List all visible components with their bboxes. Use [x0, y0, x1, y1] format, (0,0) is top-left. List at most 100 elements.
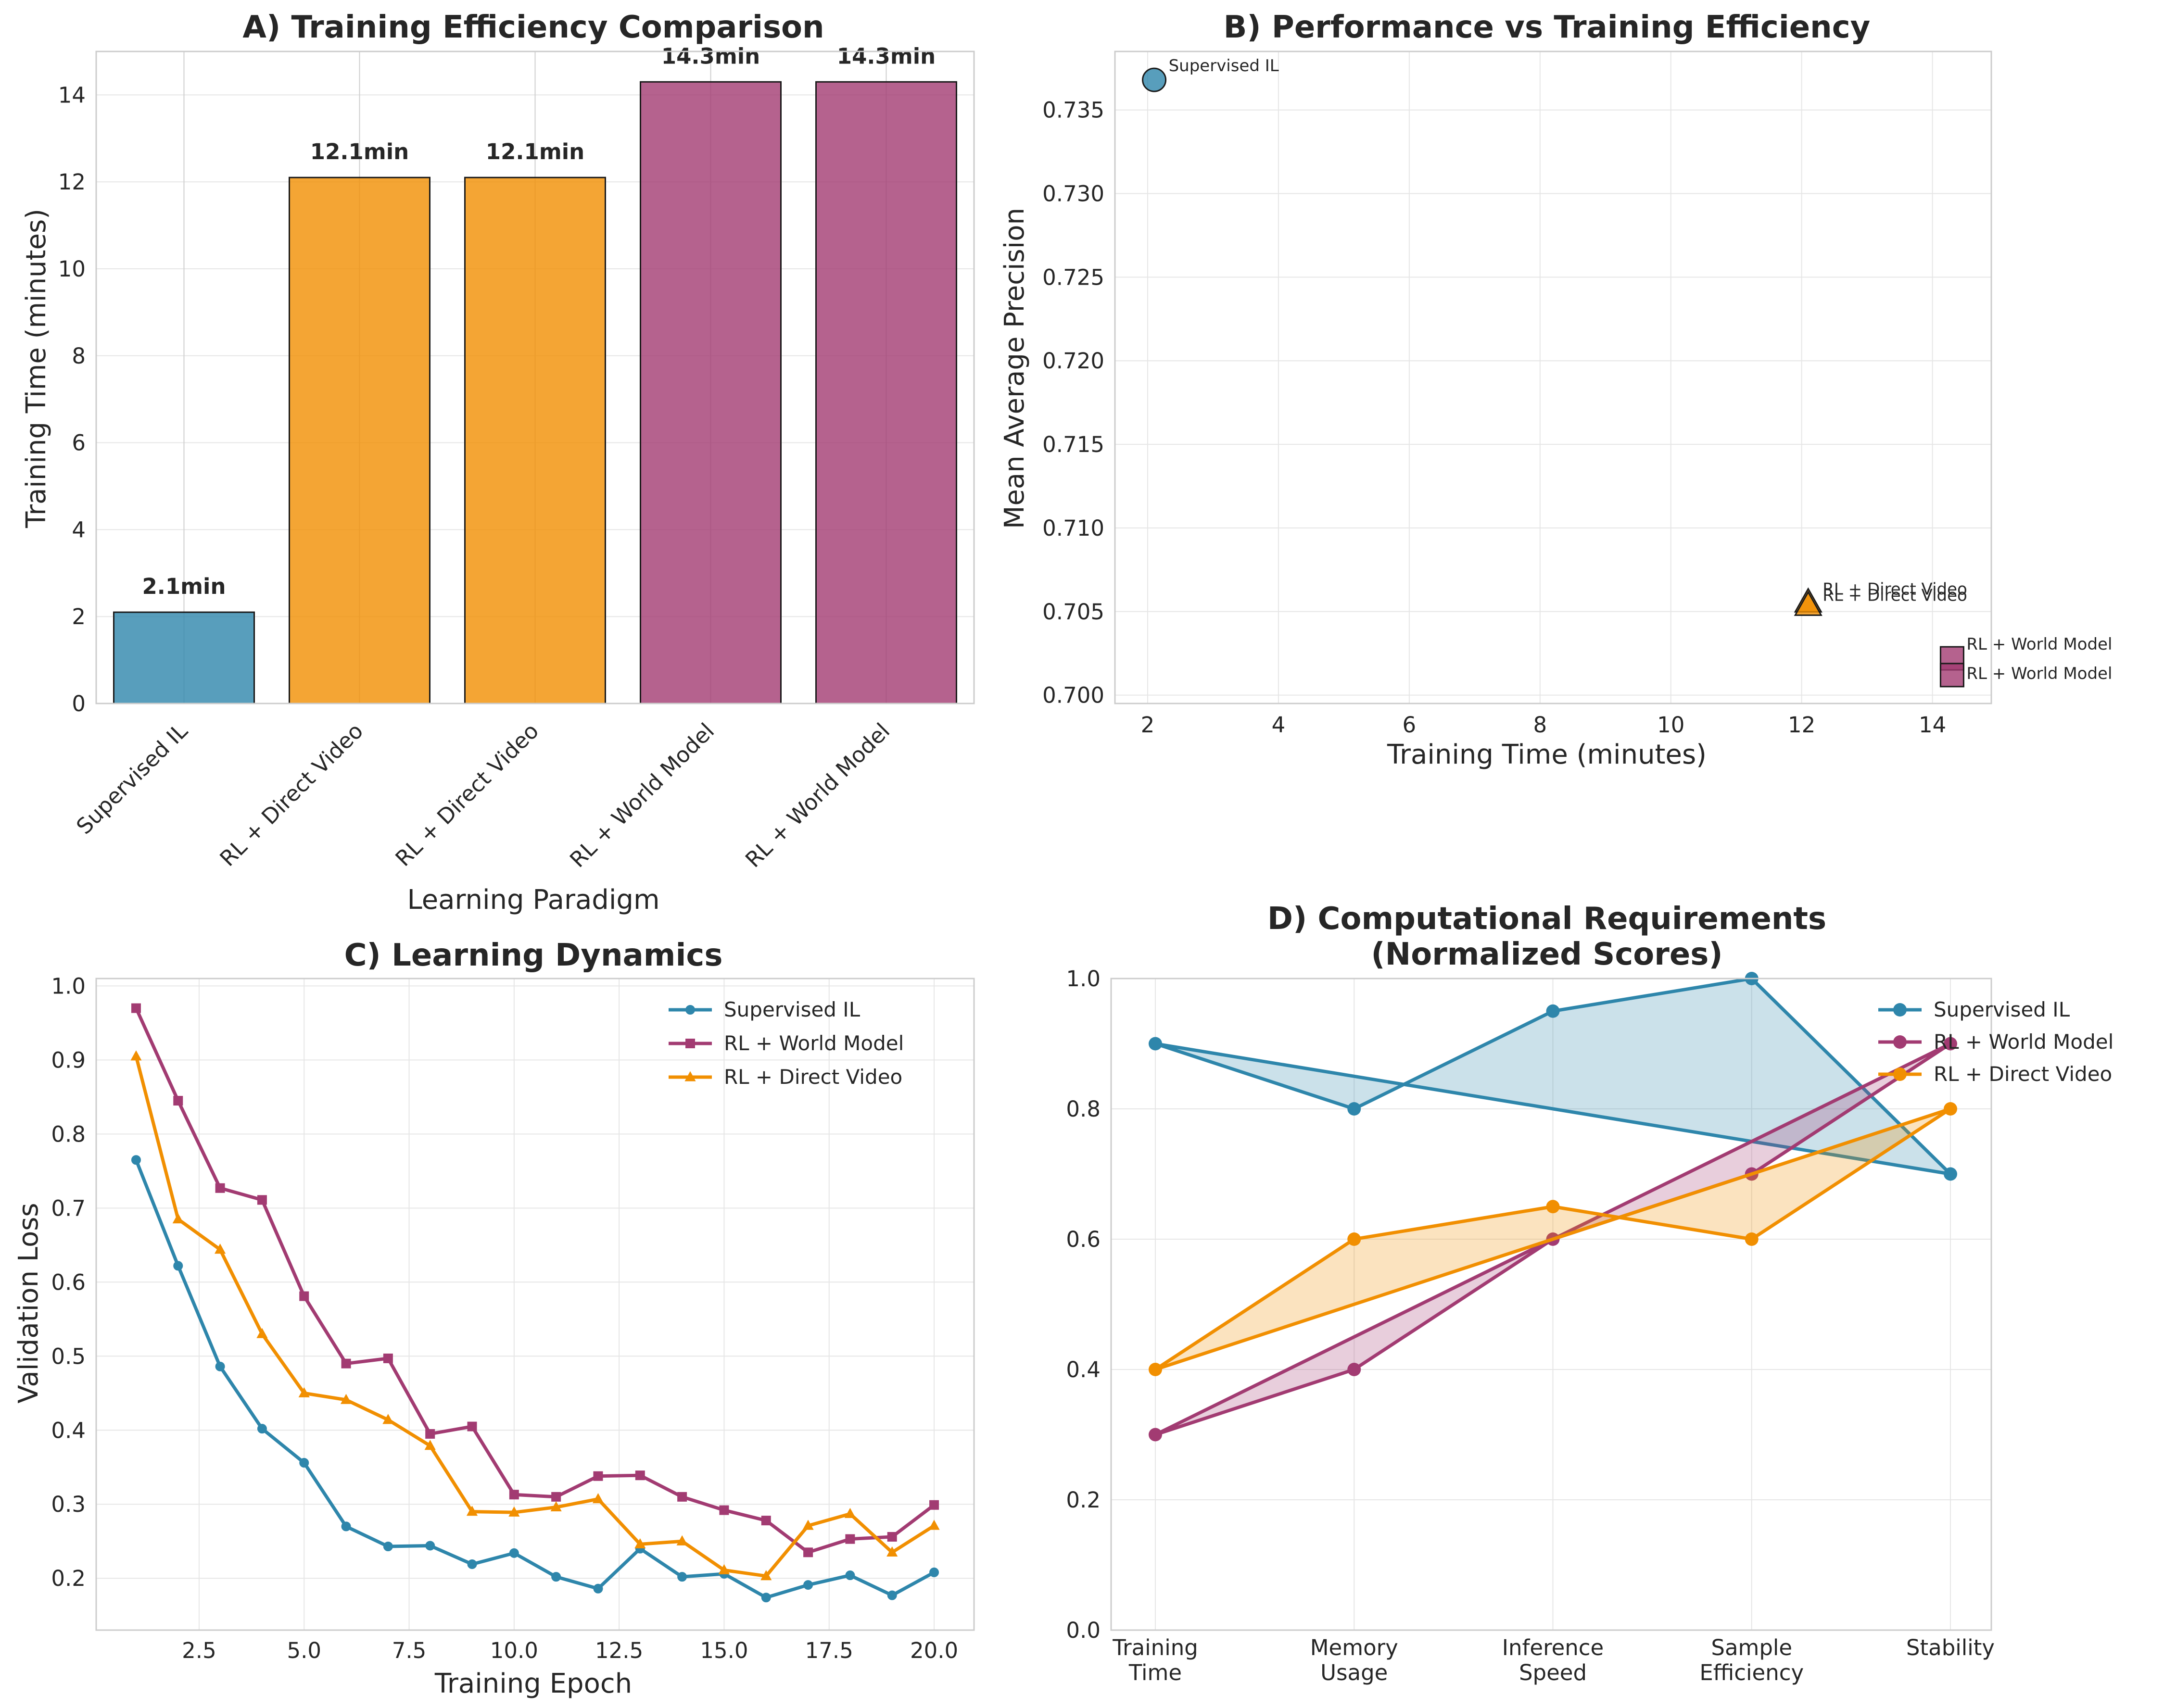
panel-c-y-tick-label: 0.5 [51, 1344, 86, 1369]
panel-d-data-point [1944, 1037, 1957, 1051]
panel-c-x-tick-label: 12.5 [595, 1638, 643, 1663]
panel-d-title-line-2: (Normalized Scores) [1371, 937, 1722, 972]
panel-a-bar [289, 176, 430, 704]
panel-b-y-tick-label: 0.710 [1042, 515, 1104, 541]
panel-c-x-tick-label: 15.0 [700, 1638, 748, 1663]
panel-d-x-tick-label: Stability [1906, 1635, 1995, 1660]
panel-c-data-point [929, 1500, 939, 1510]
panel-d-x-tick-label: Sample [1711, 1635, 1792, 1660]
panel-c-legend-label: Supervised IL [724, 998, 861, 1021]
panel-b-point-annotation: RL + World Model [1966, 635, 2112, 654]
panel-b-xlabel: Training Time (minutes) [1387, 739, 1707, 770]
panel-a-y-tick-label: 2 [72, 604, 86, 629]
panel-c-data-point [803, 1580, 813, 1590]
panel-b-point-annotation: RL + Direct Video [1822, 586, 1967, 605]
panel-d-data-point [1745, 1232, 1759, 1246]
panel-d-series-fill [1155, 979, 1950, 1174]
panel-d-x-tick-label: Efficiency [1699, 1660, 1804, 1685]
panel-a-plot-frame [95, 50, 975, 704]
panel-a-ylabel: Training Time (minutes) [21, 209, 52, 528]
panel-b-plot-frame [1114, 50, 1992, 704]
panel-b-point [1142, 67, 1167, 92]
panel-c-data-point [761, 1593, 771, 1603]
panel-b-y-tick-label: 0.700 [1042, 683, 1104, 708]
panel-a-title: A) Training Efficiency Comparison [242, 10, 824, 45]
panel-b-y-tick-label: 0.715 [1042, 432, 1104, 457]
panel-c-data-point [424, 1440, 436, 1450]
panel-a-bar [640, 81, 782, 704]
panel-d-x-tick-label: Time [1128, 1660, 1182, 1685]
panel-a-bar-value-label: 2.1min [142, 574, 226, 599]
panel-c-data-point [215, 1361, 225, 1371]
panel-c-data-point [760, 1570, 772, 1581]
panel-c-x-tick-label: 5.0 [287, 1638, 321, 1663]
panel-d-area-chart: D) Computational Requirements (Normalize… [1066, 901, 2113, 1685]
panel-a-y-tick-label: 8 [72, 343, 86, 369]
panel-d-legend-label: RL + World Model [1934, 1030, 2113, 1054]
panel-c-ylabel: Validation Loss [13, 1203, 44, 1403]
panel-c-data-point [172, 1213, 184, 1224]
panel-d-data-point [1149, 1428, 1162, 1442]
panel-c-data-point [803, 1547, 813, 1557]
panel-c-data-point [719, 1505, 729, 1515]
panel-c-data-point [130, 1050, 142, 1061]
panel-c-data-point [592, 1493, 604, 1504]
panel-c-y-tick-label: 1.0 [51, 973, 86, 999]
panel-d-plot-frame [1110, 978, 1992, 1631]
panel-a-bar [464, 176, 606, 704]
panel-c-series-line [134, 1159, 935, 1599]
panel-c-data-point [173, 1096, 183, 1106]
panel-c-y-tick-label: 0.3 [51, 1492, 86, 1517]
panel-d-x-tick-label: Usage [1320, 1660, 1388, 1685]
panel-a-bar-value-label: 12.1min [486, 139, 584, 164]
panel-c-data-point [718, 1564, 730, 1574]
panel-c-data-point [173, 1261, 183, 1271]
panel-d-x-tick-label: Inference [1502, 1635, 1604, 1660]
panel-c-line-chart: C) Learning Dynamics Training Epoch Vali… [13, 938, 975, 1699]
panel-c-data-point [635, 1470, 645, 1481]
panel-d-data-point [1944, 1167, 1957, 1181]
panel-c-data-point [887, 1590, 897, 1600]
panel-b-x-tick-label: 6 [1403, 712, 1417, 738]
panel-a-bar [815, 81, 957, 704]
panel-c-data-point [593, 1583, 603, 1594]
panel-c-xlabel: Training Epoch [434, 1668, 632, 1699]
panel-a-y-tick-label: 14 [58, 82, 86, 108]
panel-c-data-point [215, 1243, 226, 1254]
panel-d-data-point [1347, 1102, 1361, 1116]
panel-d-y-tick-label: 0.0 [1066, 1618, 1101, 1643]
panel-b-title: B) Performance vs Training Efficiency [1224, 10, 1871, 45]
panel-b-scatter-chart: B) Performance vs Training Efficiency Tr… [999, 10, 2112, 770]
panel-d-title-line-1: D) Computational Requirements [1267, 901, 1826, 937]
panel-c-data-point [550, 1501, 562, 1512]
panel-d-y-tick-label: 0.4 [1066, 1357, 1101, 1382]
panel-d-data-point [1347, 1232, 1361, 1246]
panel-c-data-point [215, 1183, 225, 1193]
panel-c-data-point [383, 1542, 393, 1552]
panel-c-legend-label: RL + World Model [724, 1031, 904, 1055]
panel-d-x-tick-label: Training [1112, 1635, 1198, 1660]
panel-c-data-point [676, 1535, 688, 1545]
panel-c-series-line [134, 1055, 935, 1578]
panel-d-data-point [1546, 1200, 1560, 1214]
panel-a-bar [113, 611, 255, 704]
panel-c-x-tick-label: 17.5 [805, 1638, 853, 1663]
panel-c-data-point [467, 1421, 477, 1432]
panel-b-y-tick-label: 0.705 [1042, 599, 1104, 625]
panel-c-data-point [551, 1572, 561, 1582]
panel-c-x-tick-label: 2.5 [182, 1638, 216, 1663]
panel-c-x-tick-label: 20.0 [910, 1638, 958, 1663]
panel-c-data-point [508, 1506, 520, 1517]
panel-d-data-point [1546, 1004, 1560, 1018]
panel-b-x-tick-label: 8 [1533, 712, 1547, 738]
panel-d-x-tick-label: Memory [1310, 1635, 1398, 1660]
panel-d-legend-marker [1893, 1035, 1907, 1049]
panel-b-y-tick-label: 0.735 [1042, 98, 1104, 123]
panel-a-y-tick-label: 0 [72, 691, 86, 716]
panel-c-data-point [845, 1534, 855, 1544]
panel-c-data-point [256, 1328, 268, 1338]
panel-c-data-point [509, 1490, 519, 1500]
panel-c-legend-marker [685, 1039, 695, 1048]
panel-d-data-point [1149, 1363, 1162, 1376]
